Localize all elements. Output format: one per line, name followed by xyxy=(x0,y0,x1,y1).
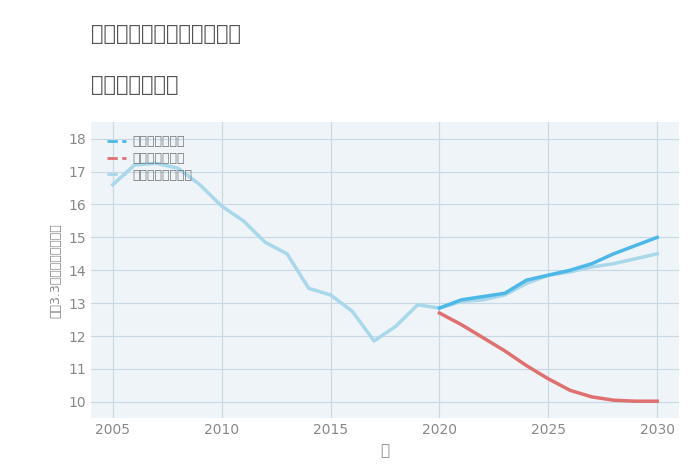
グッドシナリオ xyxy=(435,306,444,311)
Legend: グッドシナリオ, バッドシナリオ, ノーマルシナリオ: グッドシナリオ, バッドシナリオ, ノーマルシナリオ xyxy=(103,132,195,185)
Line: バッドシナリオ: バッドシナリオ xyxy=(440,313,657,401)
バッドシナリオ xyxy=(610,398,618,403)
ノーマルシナリオ xyxy=(130,162,139,168)
グッドシナリオ xyxy=(457,297,466,303)
バッドシナリオ xyxy=(457,322,466,328)
グッドシナリオ xyxy=(631,243,640,249)
ノーマルシナリオ xyxy=(392,323,400,329)
ノーマルシナリオ xyxy=(479,297,487,303)
グッドシナリオ xyxy=(566,267,574,273)
ノーマルシナリオ xyxy=(610,261,618,266)
ノーマルシナリオ xyxy=(239,218,248,224)
ノーマルシナリオ xyxy=(544,273,552,278)
ノーマルシナリオ xyxy=(370,338,378,344)
グッドシナリオ xyxy=(544,273,552,278)
Text: 土地の価格推移: 土地の価格推移 xyxy=(91,75,178,95)
ノーマルシナリオ xyxy=(588,264,596,270)
バッドシナリオ xyxy=(500,348,509,354)
バッドシナリオ xyxy=(544,376,552,382)
Text: 兵庫県豊岡市日高町祢布の: 兵庫県豊岡市日高町祢布の xyxy=(91,24,241,44)
バッドシナリオ xyxy=(435,310,444,316)
Y-axis label: 平（3.3㎡）単価（万円）: 平（3.3㎡）単価（万円） xyxy=(50,223,63,318)
ノーマルシナリオ xyxy=(196,182,204,188)
グッドシナリオ xyxy=(500,290,509,296)
ノーマルシナリオ xyxy=(435,306,444,311)
ノーマルシナリオ xyxy=(631,256,640,262)
Line: グッドシナリオ: グッドシナリオ xyxy=(440,237,657,308)
バッドシナリオ xyxy=(522,363,531,368)
バッドシナリオ xyxy=(653,399,662,404)
ノーマルシナリオ xyxy=(653,251,662,257)
グッドシナリオ xyxy=(479,294,487,299)
グッドシナリオ xyxy=(522,277,531,283)
ノーマルシナリオ xyxy=(174,165,182,171)
ノーマルシナリオ xyxy=(304,286,313,291)
ノーマルシナリオ xyxy=(348,309,356,314)
バッドシナリオ xyxy=(566,387,574,393)
ノーマルシナリオ xyxy=(326,292,335,298)
グッドシナリオ xyxy=(610,251,618,257)
ノーマルシナリオ xyxy=(108,182,117,188)
バッドシナリオ xyxy=(588,394,596,399)
ノーマルシナリオ xyxy=(283,251,291,257)
ノーマルシナリオ xyxy=(522,281,531,286)
ノーマルシナリオ xyxy=(457,299,466,305)
ノーマルシナリオ xyxy=(261,240,270,245)
ノーマルシナリオ xyxy=(566,269,574,274)
Line: ノーマルシナリオ: ノーマルシナリオ xyxy=(113,164,657,341)
バッドシナリオ xyxy=(479,335,487,341)
ノーマルシナリオ xyxy=(152,161,160,166)
グッドシナリオ xyxy=(653,235,662,240)
バッドシナリオ xyxy=(631,399,640,404)
ノーマルシナリオ xyxy=(414,302,422,308)
グッドシナリオ xyxy=(588,261,596,266)
ノーマルシナリオ xyxy=(500,292,509,298)
ノーマルシナリオ xyxy=(218,203,226,209)
X-axis label: 年: 年 xyxy=(380,443,390,458)
